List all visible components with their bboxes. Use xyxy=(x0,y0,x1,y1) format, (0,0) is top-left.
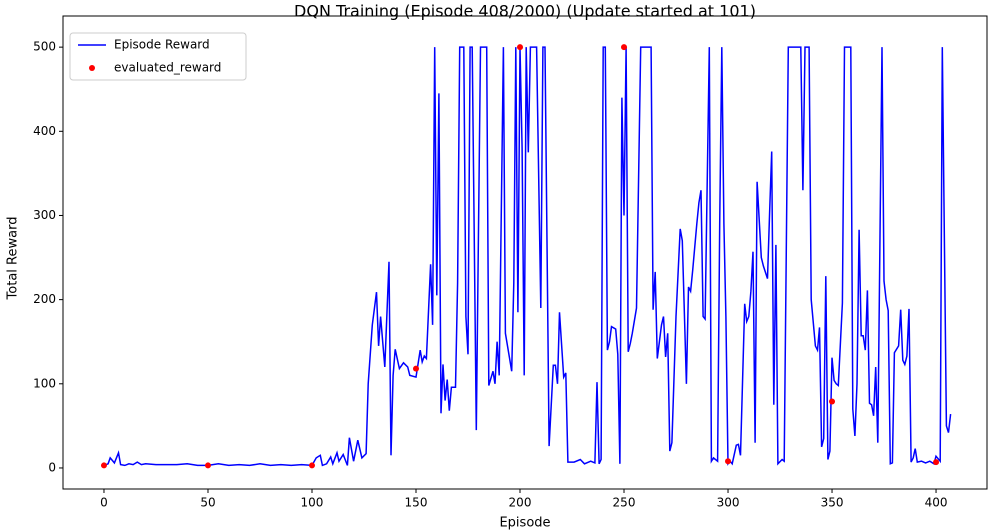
y-axis-label: Total Reward xyxy=(6,217,21,301)
reward-line xyxy=(103,46,952,467)
y-tick-label: 500 xyxy=(33,40,56,54)
y-tick-label: 400 xyxy=(33,124,56,138)
x-axis-label: Episode xyxy=(499,516,550,531)
y-tick-label: 300 xyxy=(33,208,56,222)
x-tick-label: 400 xyxy=(925,496,948,510)
eval-point xyxy=(621,44,628,51)
y-tick-label: 200 xyxy=(33,292,56,306)
eval-point xyxy=(517,44,524,51)
eval-point xyxy=(204,462,211,469)
legend-box xyxy=(69,32,247,81)
eval-point xyxy=(933,459,940,466)
x-tick-label: 200 xyxy=(509,496,532,510)
eval-point xyxy=(413,365,420,372)
x-tick-label: 150 xyxy=(405,496,428,510)
y-tick-label: 0 xyxy=(48,460,56,474)
x-tick-label: 350 xyxy=(821,496,844,510)
eval-point xyxy=(100,462,107,469)
eval-point xyxy=(308,462,315,469)
x-tick-label: 50 xyxy=(200,496,215,510)
y-tick-label: 100 xyxy=(33,376,56,390)
x-tick-label: 300 xyxy=(717,496,740,510)
x-tick-label: 0 xyxy=(100,496,108,510)
legend-label: evaluated_reward xyxy=(114,61,221,75)
legend-dot xyxy=(89,65,95,71)
x-tick-label: 100 xyxy=(301,496,324,510)
eval-point xyxy=(725,458,732,465)
eval-point xyxy=(829,398,836,405)
legend-label: Episode Reward xyxy=(114,38,210,52)
chart-title: DQN Training (Episode 408/2000) (Update … xyxy=(294,2,756,21)
legend: Episode Reward evaluated_reward xyxy=(69,32,247,81)
plot-frame xyxy=(62,15,988,490)
x-tick-label: 250 xyxy=(613,496,636,510)
